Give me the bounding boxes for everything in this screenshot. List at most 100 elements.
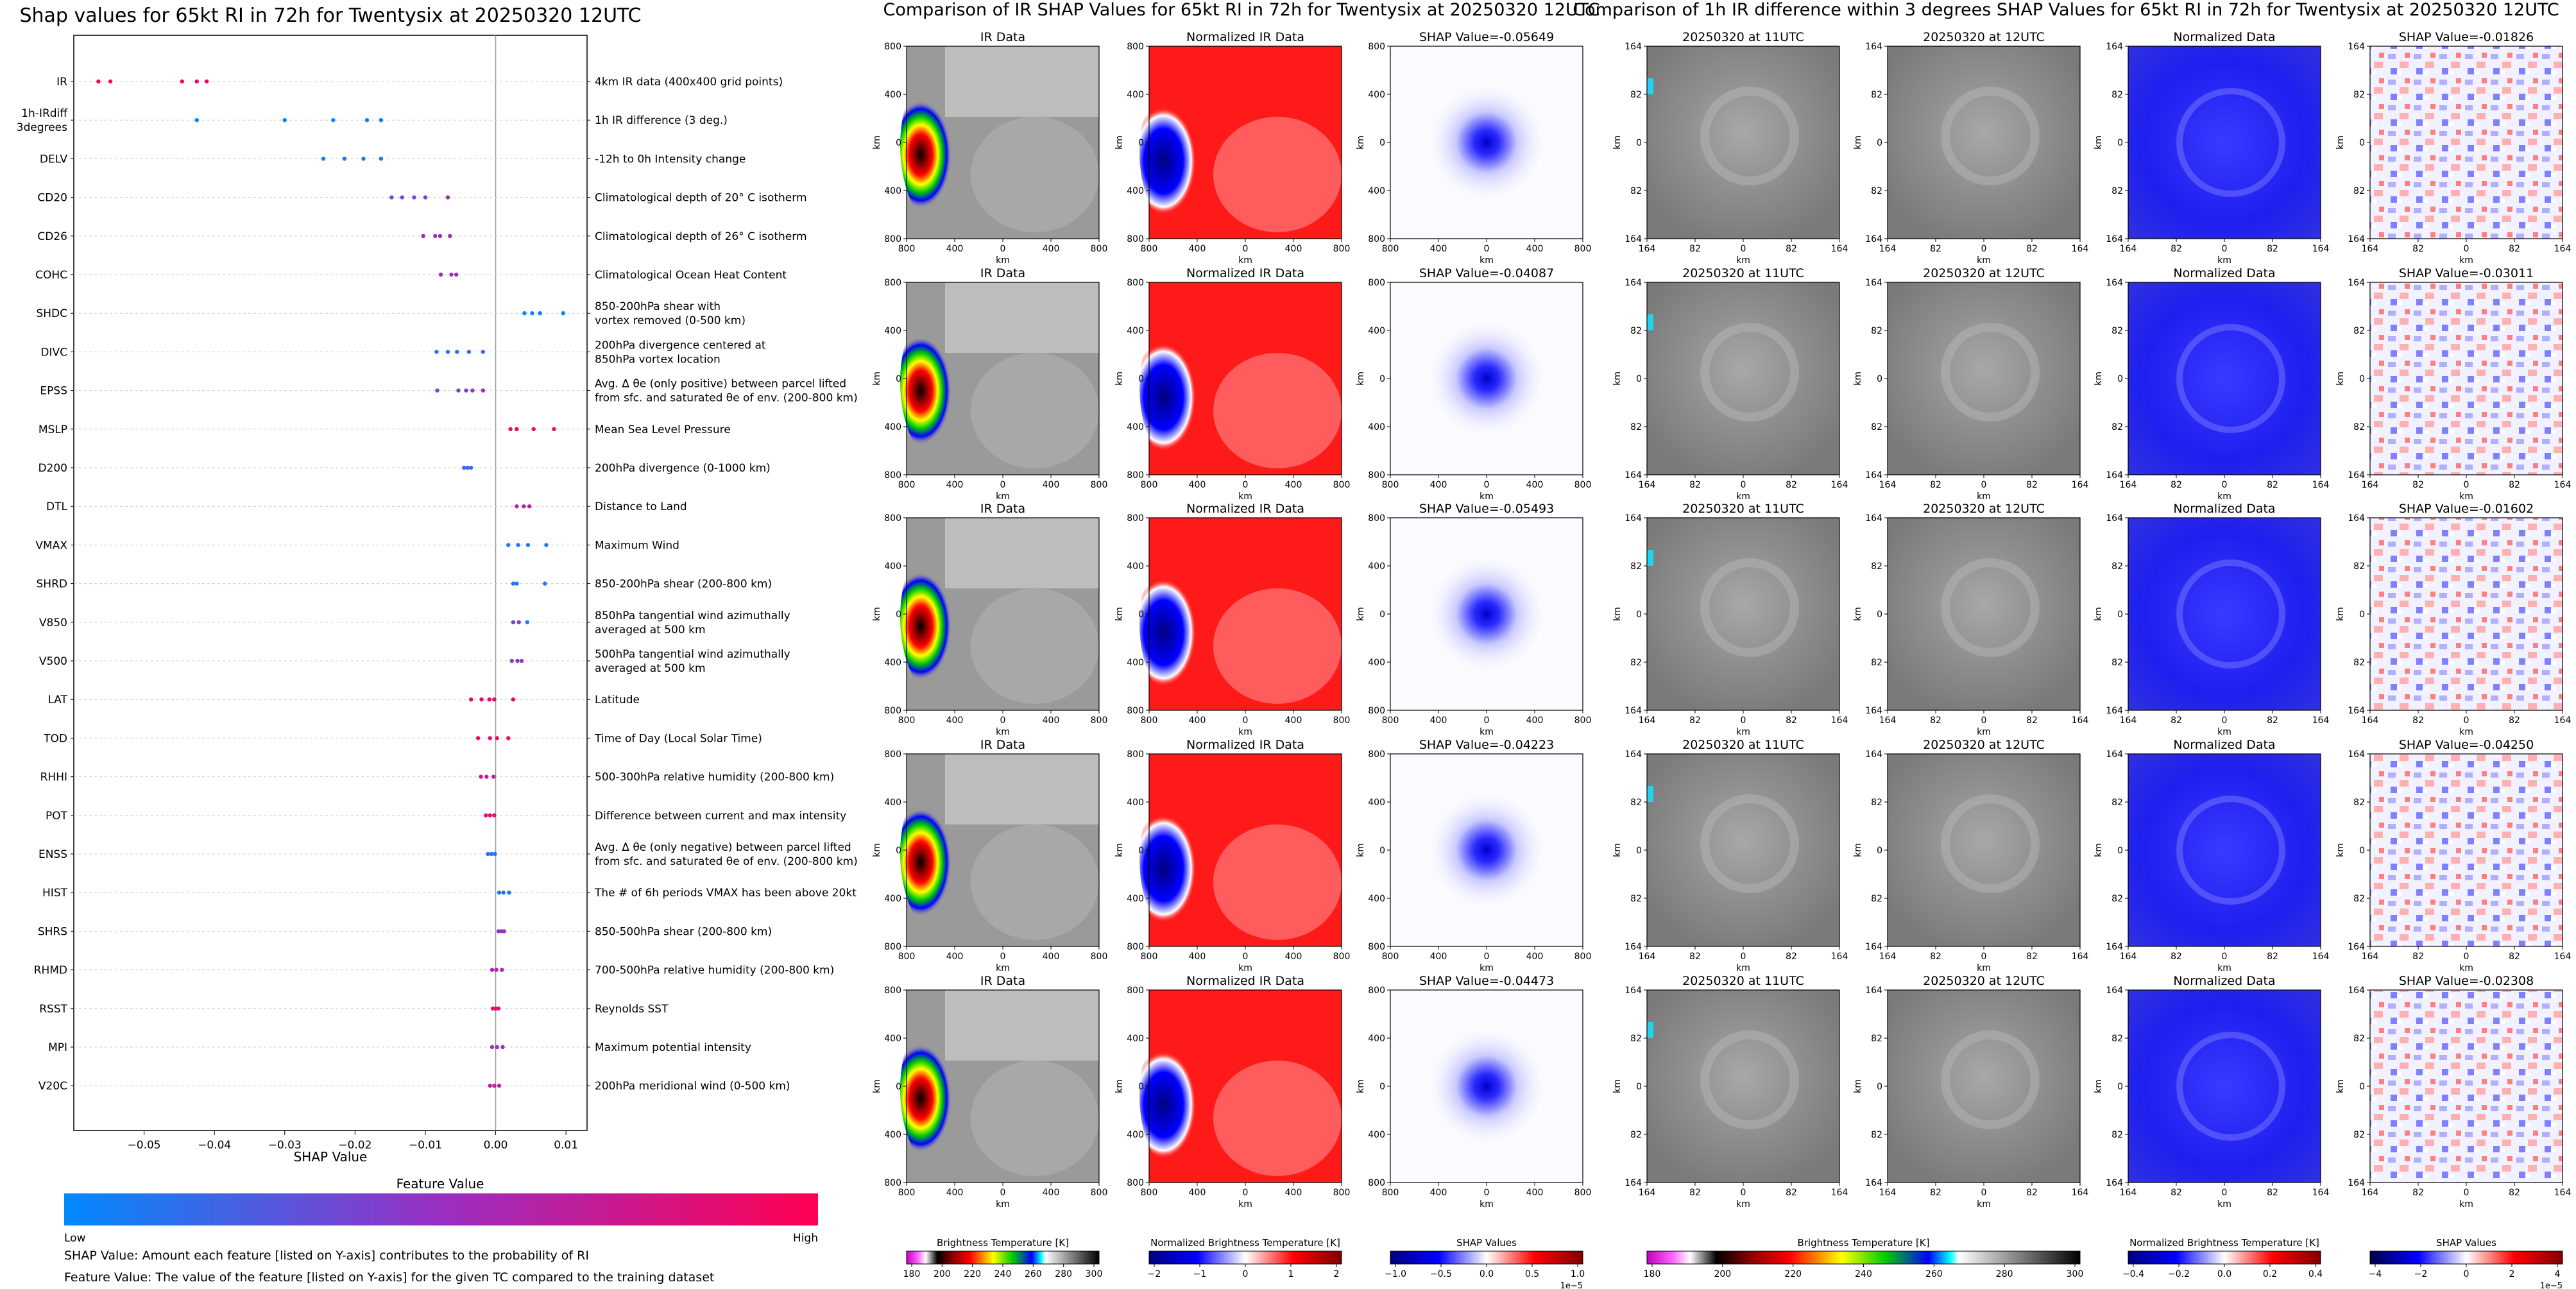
x-tick-label: 82 (2026, 1188, 2038, 1198)
feature-value-colorbar (64, 1193, 818, 1225)
y-tick-label: 164 (1625, 42, 1642, 52)
colorbar-exponent: 1e−5 (1560, 1281, 1583, 1289)
shap-point (506, 543, 511, 547)
feature-code-label: VMAX (35, 539, 67, 552)
panel-title: IR Data (980, 974, 1025, 988)
x-tick-label: 82 (2171, 952, 2182, 962)
feature-code-label: TOD (43, 732, 67, 745)
y-tick-label: 82 (1630, 90, 1642, 100)
y-tick-label: 82 (2111, 894, 2123, 904)
x-tick-label: 82 (2509, 715, 2520, 726)
shap-point (497, 1084, 502, 1088)
shap-point (468, 465, 473, 470)
colorbar-tick-label: 4 (2555, 1269, 2561, 1279)
panel-title: 20250320 at 11UTC (1682, 502, 1804, 516)
y-tick-label: 800 (1368, 42, 1385, 52)
feature-description: Reynolds SST (595, 1003, 669, 1016)
x-tick-label: 0 (1000, 952, 1006, 962)
y-tick-label: 82 (1871, 326, 1882, 336)
x-tick-label: 82 (2267, 480, 2278, 490)
y-tick-label: 0 (1379, 1082, 1385, 1092)
shap-point (492, 697, 497, 702)
x-tick-label: 800 (1333, 480, 1351, 490)
y-tick-label: 800 (884, 42, 901, 52)
y-tick-label: 0 (1636, 610, 1642, 620)
x-tick-label: 82 (2509, 244, 2520, 254)
x-tick-label: 0 (2222, 244, 2228, 254)
x-tick-label: 400 (1189, 480, 1206, 490)
shap-point (495, 736, 499, 740)
x-tick-label: 164 (2554, 480, 2572, 490)
ir-grid-title: Comparison of IR SHAP Values for 65kt RI… (883, 0, 1600, 20)
feature-code-label: CD20 (37, 192, 67, 205)
panel-title: Normalized IR Data (1186, 738, 1304, 752)
x-tick-label: 82 (1689, 952, 1701, 962)
y-tick-label: 82 (1630, 894, 1642, 904)
colorbar-tick-label: 0.0 (2217, 1269, 2231, 1279)
y-tick-label: 82 (1630, 186, 1642, 196)
y-tick-label: 800 (884, 706, 901, 716)
feature-code-label: IR (56, 76, 67, 89)
x-tick-label: −0.02 (338, 1139, 371, 1152)
x-tick-label: 800 (1333, 952, 1351, 962)
y-tick-label: 0 (1877, 138, 1882, 148)
feature-description: 850-200hPa shear with (595, 300, 721, 313)
y-tick-label: 400 (1127, 798, 1144, 808)
y-tick-label: 0 (1138, 846, 1144, 856)
y-tick-label: 0 (1379, 138, 1385, 148)
y-axis-label: km (1612, 607, 1623, 621)
x-tick-label: 0 (1981, 952, 1987, 962)
x-tick-label: 0 (2464, 952, 2469, 962)
shap-point (342, 157, 347, 161)
y-tick-label: 164 (2348, 706, 2365, 716)
x-tick-label: 0 (1000, 1188, 1006, 1198)
panel-title: IR Data (980, 266, 1025, 280)
x-axis-label: km (1238, 255, 1252, 266)
x-axis-label: km (1736, 963, 1750, 973)
y-axis-label: km (1114, 1079, 1125, 1093)
y-tick-label: 800 (884, 986, 901, 996)
vortex-ring (1941, 794, 2040, 893)
diff-ring (2176, 559, 2285, 669)
feature-description: 850-200hPa shear (200-800 km) (595, 578, 772, 591)
colorbar-tick-label: 0 (1243, 1269, 1249, 1279)
x-axis-label: km (2217, 963, 2231, 973)
x-axis-label: km (1977, 255, 1991, 266)
y-tick-label: 0 (2359, 138, 2365, 148)
y-tick-label: 164 (1865, 470, 1882, 481)
x-tick-label: 82 (1930, 1188, 1941, 1198)
x-axis-label: km (1480, 255, 1494, 266)
shap-point (516, 620, 521, 624)
shap-point (500, 1045, 505, 1050)
shap-point (412, 195, 416, 200)
y-tick-label: 82 (2111, 186, 2123, 196)
panel-title: 20250320 at 11UTC (1682, 738, 1804, 752)
cloud-swirl (971, 824, 1099, 940)
y-axis-label: km (2335, 1079, 2346, 1093)
feature-code-label: SHDC (36, 307, 67, 320)
y-tick-label: 164 (1865, 706, 1882, 716)
shap-point (364, 118, 370, 123)
feature-description: averaged at 500 km (595, 662, 706, 675)
y-tick-label: 82 (2353, 90, 2365, 100)
vortex-ring (1941, 87, 2040, 185)
feature-description: Avg. Δ θe (only negative) between parcel… (595, 841, 851, 854)
y-tick-label: 0 (1636, 374, 1642, 384)
x-tick-label: 82 (1786, 715, 1797, 726)
cloud-swirl (971, 117, 1099, 232)
y-axis-label: km (2094, 135, 2104, 149)
shap-blob (1426, 553, 1548, 675)
shap-point (464, 388, 468, 393)
x-tick-label: 164 (2554, 244, 2572, 254)
x-tick-label: 0 (1243, 952, 1249, 962)
y-tick-label: 400 (884, 326, 901, 336)
panel-title: Normalized IR Data (1186, 974, 1304, 988)
x-axis-label: km (996, 491, 1010, 502)
feature-description: 200hPa meridional wind (0-500 km) (595, 1080, 790, 1093)
x-tick-label: 400 (1285, 244, 1302, 254)
x-tick-label: 164 (2554, 715, 2572, 726)
y-axis-label: km (1612, 371, 1623, 386)
panel-title: 20250320 at 12UTC (1923, 502, 2045, 516)
y-tick-label: 82 (1630, 798, 1642, 808)
x-tick-label: 82 (2509, 1188, 2520, 1198)
